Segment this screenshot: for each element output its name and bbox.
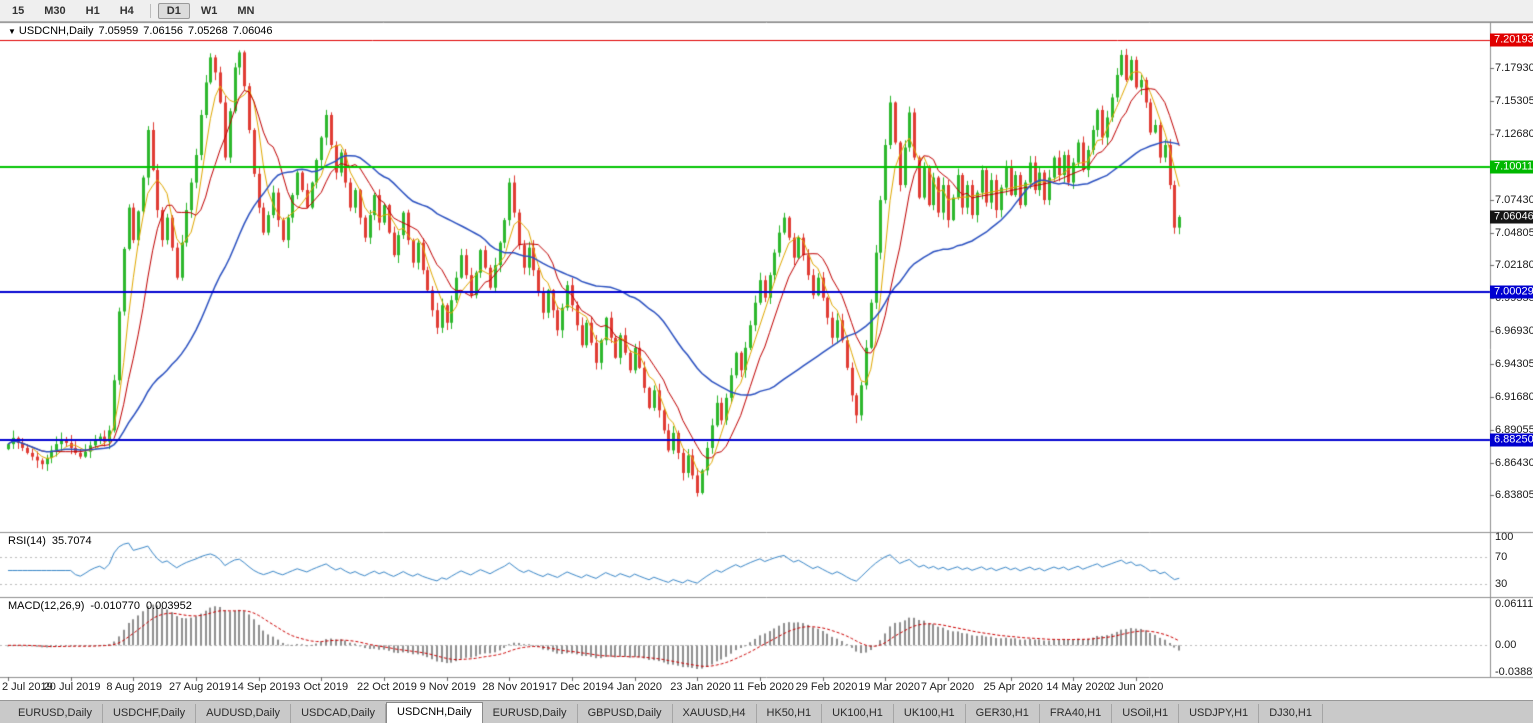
- price-scale-tick: 7.15305: [1495, 95, 1533, 108]
- time-axis-label: 19 Mar 2020: [858, 681, 920, 693]
- rsi-value: 35.7074: [51, 535, 92, 547]
- chart-tab-AUDUSD-Daily[interactable]: AUDUSD,Daily: [196, 704, 292, 723]
- toolbar-separator: [149, 3, 151, 18]
- price-scale-tick: 7.12680: [1495, 128, 1533, 140]
- rsi-scale-label: 30: [1495, 577, 1508, 590]
- ohlc-high: 7.06156: [143, 25, 184, 37]
- price-scale-tick: 6.96930: [1495, 325, 1533, 338]
- time-axis-label: 9 Nov 2019: [419, 681, 476, 693]
- timeframe-button-H1[interactable]: H1: [85, 4, 100, 17]
- rsi-scale-label: 70: [1495, 551, 1508, 564]
- time-axis-label: 20 Jul 2019: [43, 681, 101, 693]
- price-scale-tick: 7.04805: [1495, 226, 1533, 239]
- ohlc-open: 7.05959: [98, 25, 139, 37]
- time-axis-label: 25 Apr 2020: [983, 681, 1043, 693]
- chart-tab-USOil-H1[interactable]: USOil,H1: [1112, 704, 1180, 723]
- macd-name: MACD(12,26,9): [8, 600, 85, 612]
- current-price-badge: 7.06046: [1490, 210, 1533, 224]
- macd-signal-value: 0.003952: [145, 600, 192, 612]
- time-axis-label: 17 Dec 2019: [544, 681, 608, 693]
- chart-tab-DJ30-H1[interactable]: DJ30,H1: [1259, 704, 1323, 723]
- rsi-name: RSI(14): [8, 535, 46, 547]
- timeframe-button-D1[interactable]: D1: [157, 2, 190, 19]
- time-axis-label: 23 Jan 2020: [670, 681, 731, 693]
- symbol-dropdown-icon[interactable]: ▼: [8, 27, 16, 36]
- chart-tab-GBPUSD-Daily[interactable]: GBPUSD,Daily: [578, 704, 673, 723]
- time-axis-label: 27 Aug 2019: [168, 681, 231, 693]
- price-scale-tick: 7.17930: [1495, 62, 1533, 75]
- chart-tab-USDJPY-H1[interactable]: USDJPY,H1: [1179, 704, 1260, 723]
- timeframe-button-H4[interactable]: H4: [119, 4, 134, 17]
- timeframe-button-MN[interactable]: MN: [237, 4, 255, 17]
- chart-tab-EURUSD-Daily[interactable]: EURUSD,Daily: [8, 704, 103, 723]
- time-axis-label: 2 Jun 2020: [1108, 681, 1164, 693]
- price-scale-tick: 6.94305: [1495, 357, 1533, 370]
- chart-tab-GER30-H1[interactable]: GER30,H1: [966, 704, 1040, 723]
- macd-main-value: -0.010770: [90, 600, 140, 612]
- macd-indicator-label: MACD(12,26,9) -0.010770 0.003952: [8, 600, 198, 612]
- price-level-badge: 7.10011: [1490, 160, 1533, 174]
- chart-tab-USDCAD-Daily[interactable]: USDCAD,Daily: [291, 704, 387, 723]
- price-scale-tick: 6.89055: [1495, 423, 1533, 436]
- price-level-badge: 7.20193: [1490, 33, 1533, 47]
- time-axis-label: 14 Sep 2019: [231, 681, 295, 693]
- time-axis-label: 3 Oct 2019: [294, 681, 349, 693]
- macd-scale-label: 0.0611119: [1495, 598, 1533, 610]
- chart-tab-XAUUSD-H4[interactable]: XAUUSD,H4: [673, 704, 757, 723]
- price-level-badge: 6.88250: [1490, 433, 1533, 447]
- chart-tab-FRA40-H1[interactable]: FRA40,H1: [1040, 704, 1113, 723]
- chart-tab-bar: EURUSD,Daily USDCHF,Daily AUDUSD,Daily USDC…: [0, 700, 1533, 723]
- rsi-indicator-label: RSI(14) 35.7074: [8, 535, 98, 547]
- time-axis-label: 29 Feb 2020: [795, 681, 858, 693]
- chart-canvas[interactable]: [0, 22, 1533, 700]
- ohlc-low: 7.05268: [188, 25, 228, 37]
- timeframe-toolbar: 15 M30 H1 H4 D1 W1 MN: [0, 0, 1533, 22]
- ohlc-close: 7.06046: [232, 25, 273, 37]
- time-axis-label: 28 Nov 2019: [482, 681, 545, 693]
- rsi-scale-label: 100: [1495, 531, 1514, 543]
- price-scale-tick: 7.02180: [1495, 259, 1533, 272]
- time-axis-label: 2 Jul 2019: [2, 681, 53, 693]
- timeframe-button-M30[interactable]: M30: [44, 4, 66, 17]
- chart-symbol-period: USDCNH,Daily: [18, 25, 94, 37]
- price-level-badge: 7.00029: [1490, 285, 1533, 299]
- macd-scale-label: 0.00: [1495, 639, 1517, 652]
- ohlc-readout: ▼ USDCNH,Daily 7.05959 7.06156 7.05268 7.0604…: [8, 25, 278, 37]
- chart-tab-UK100-H1[interactable]: UK100,H1: [894, 704, 966, 723]
- chart-tab-EURUSD-Daily[interactable]: EURUSD,Daily: [483, 704, 578, 723]
- chart-tab-USDCNH-Daily[interactable]: USDCNH,Daily: [386, 702, 483, 723]
- time-axis-label: 22 Oct 2019: [356, 681, 417, 693]
- time-axis-label: 4 Jan 2020: [607, 681, 663, 693]
- time-axis-label: 14 May 2020: [1046, 681, 1110, 693]
- chart-region: ▼ USDCNH,Daily 7.05959 7.06156 7.05268 7.0604…: [0, 22, 1533, 700]
- chart-tab-UK100-H1[interactable]: UK100,H1: [822, 704, 894, 723]
- time-axis-label: 7 Apr 2020: [920, 681, 975, 693]
- price-scale-tick: 6.86430: [1495, 456, 1533, 469]
- price-scale-tick: 6.83805: [1495, 489, 1533, 502]
- timeframe-button-W1[interactable]: W1: [200, 4, 218, 17]
- chart-tab-HK50-H1[interactable]: HK50,H1: [757, 704, 823, 723]
- timeframe-button-15[interactable]: 15: [12, 4, 25, 17]
- price-scale-tick: 6.91680: [1495, 390, 1533, 403]
- chart-tab-USDCHF-Daily[interactable]: USDCHF,Daily: [103, 704, 197, 723]
- time-axis-label: 11 Feb 2020: [732, 681, 794, 693]
- macd-scale-label: -0.0388777: [1495, 666, 1533, 679]
- price-scale-tick: 7.07430: [1495, 193, 1533, 206]
- time-axis-label: 8 Aug 2019: [106, 681, 162, 693]
